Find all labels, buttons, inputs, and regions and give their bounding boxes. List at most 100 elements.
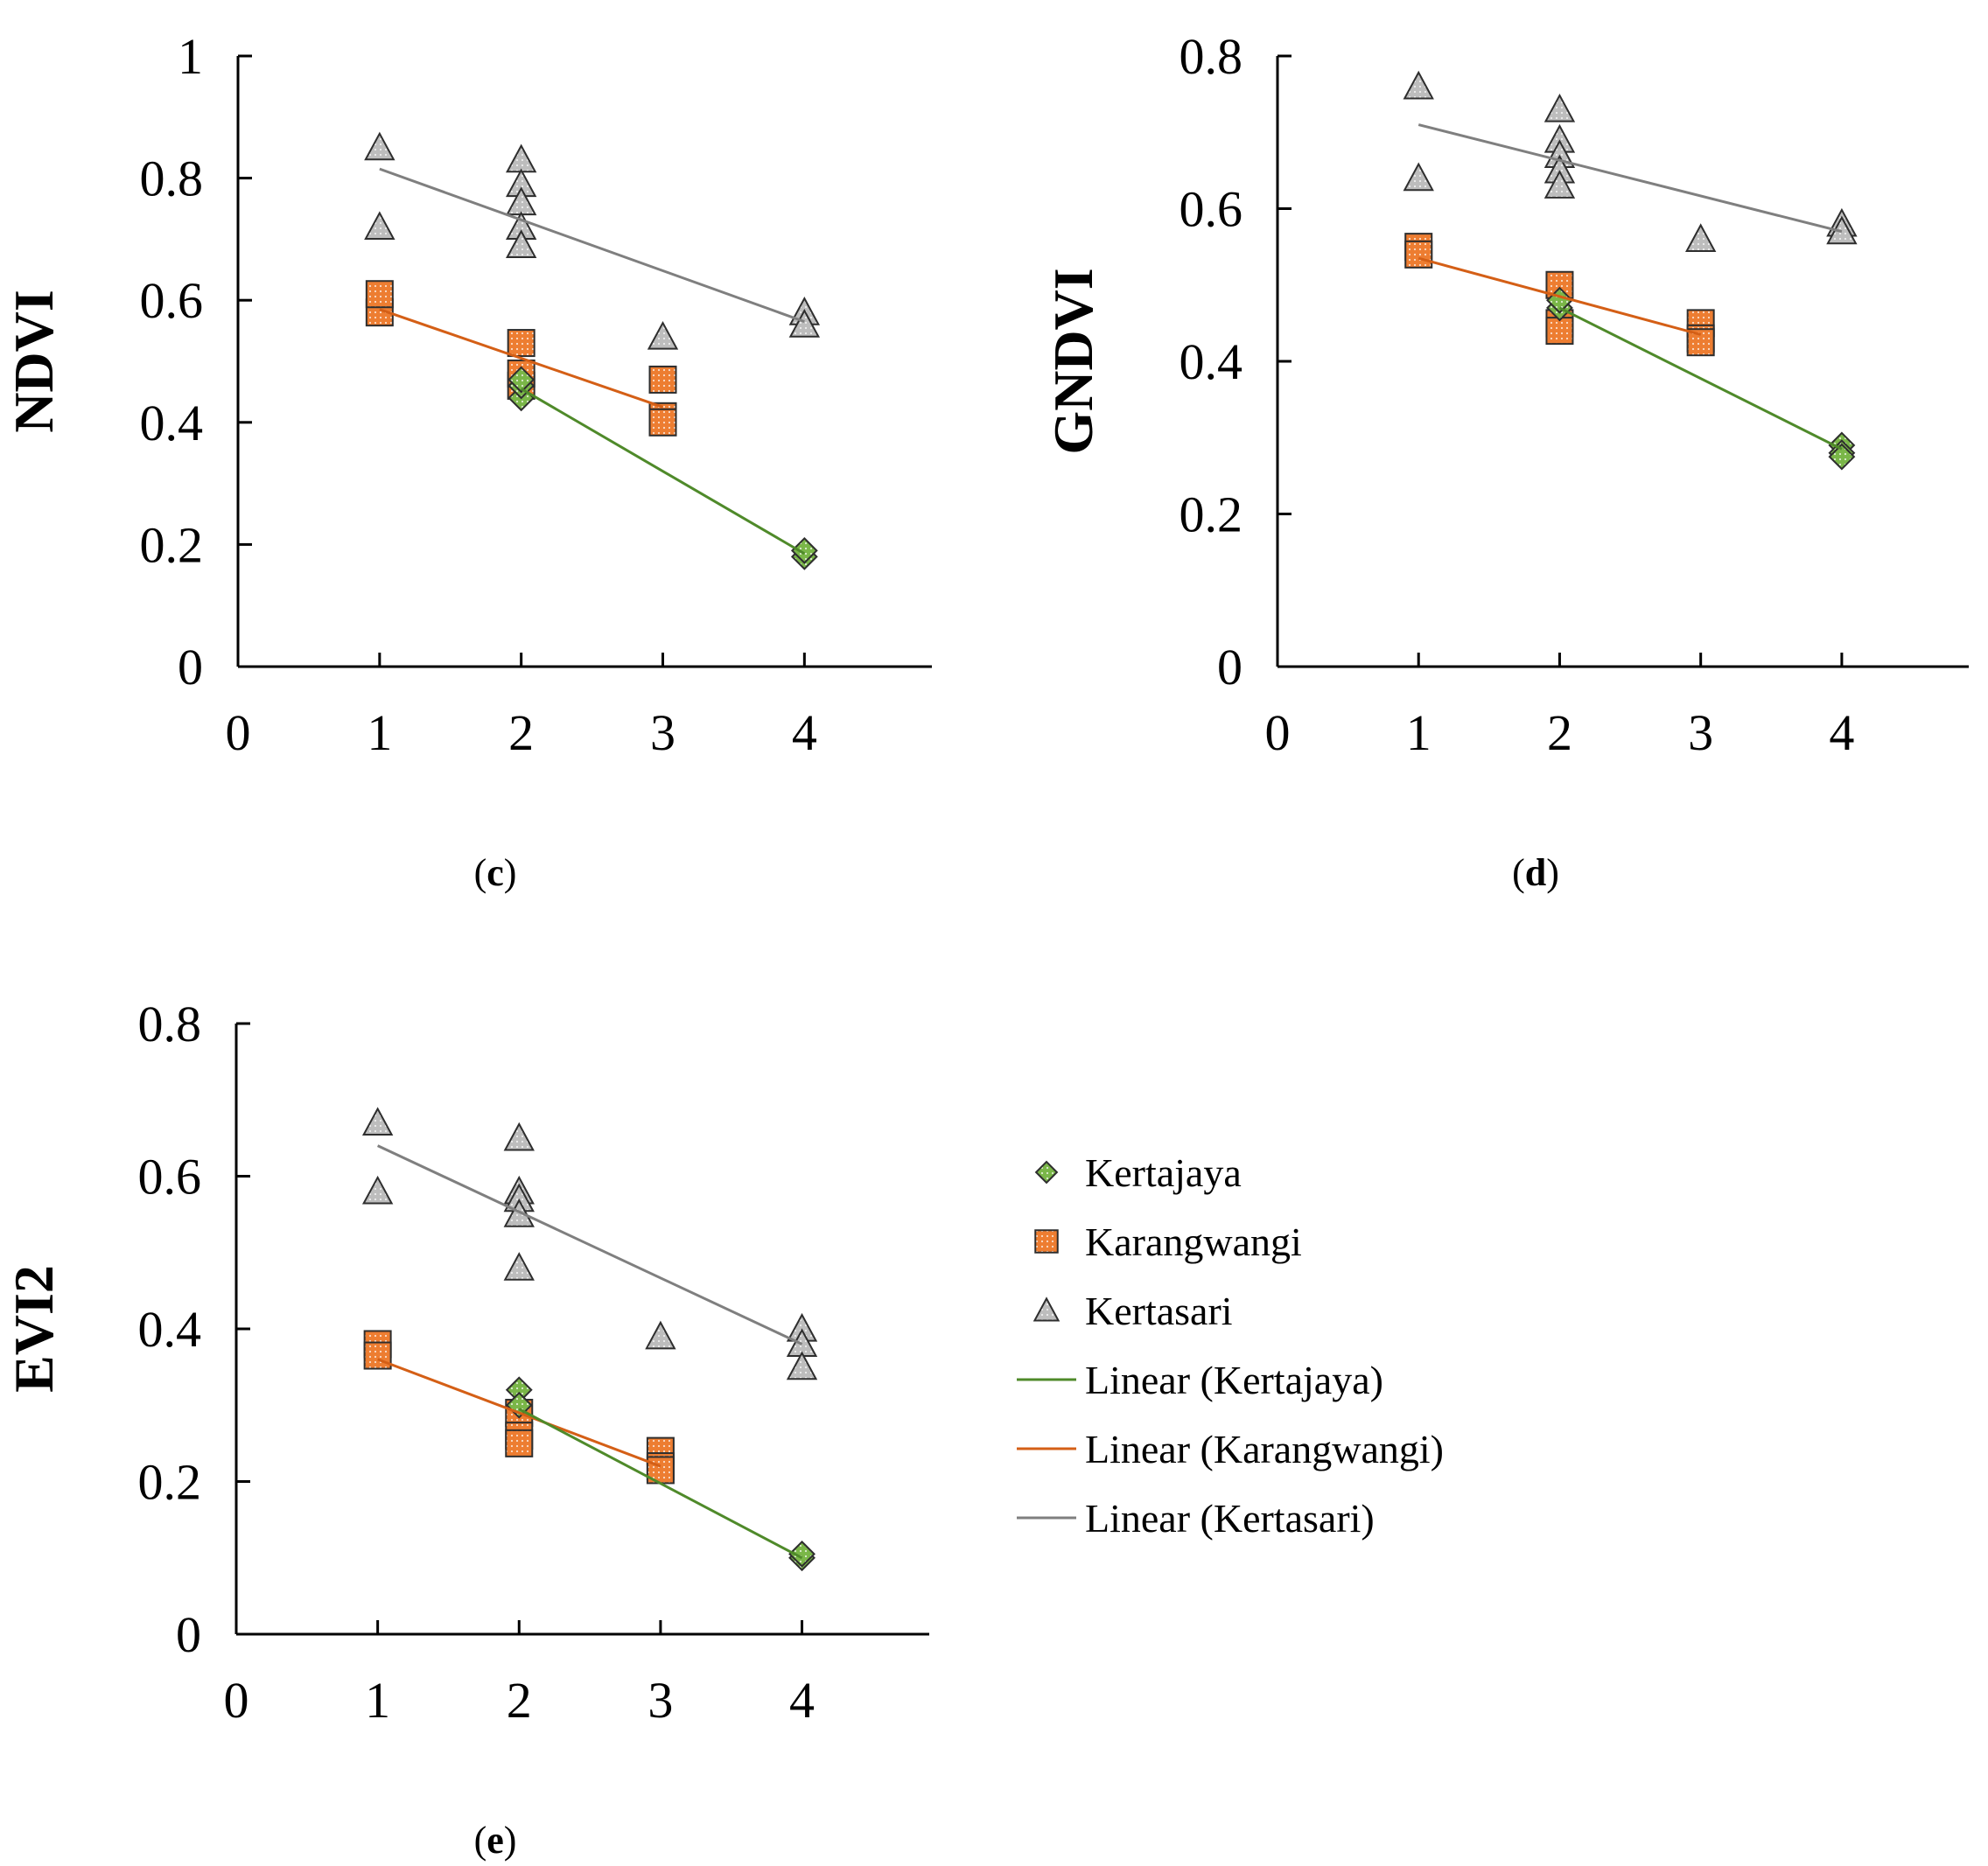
caption-close: )	[504, 851, 517, 894]
panel-caption: (e)	[474, 1819, 517, 1862]
legend-label: Kertajaya	[1085, 1150, 1242, 1195]
x-tick-label: 1	[365, 1672, 390, 1729]
data-point-karangwangi	[648, 408, 677, 437]
x-tick-label: 2	[508, 704, 534, 761]
x-tick-label: 1	[1406, 704, 1432, 761]
data-point-kertasari	[786, 1351, 818, 1380]
data-point-kertasari	[505, 143, 537, 173]
trendline-karangwangi	[379, 308, 663, 409]
data-point-kertasari	[503, 1199, 535, 1227]
data-point-kertajaya	[508, 366, 536, 394]
x-tick-label: 2	[507, 1672, 532, 1729]
legend-label: Karangwangi	[1085, 1220, 1302, 1264]
data-point-kertasari	[1544, 93, 1576, 122]
legend-label: Linear (Kertasari)	[1085, 1496, 1375, 1541]
data-point-kertajaya	[1828, 443, 1856, 471]
x-tick-label: 0	[224, 1672, 249, 1729]
legend-item-linear-karangwangi: Linear (Karangwangi)	[1017, 1427, 1444, 1471]
y-tick-label: 0.2	[138, 1454, 202, 1511]
caption-open: (	[474, 851, 487, 894]
data-point-karangwangi	[505, 1429, 534, 1457]
x-tick-label: 4	[792, 704, 817, 761]
data-point-karangwangi	[507, 329, 536, 358]
y-tick-label: 0.2	[140, 516, 204, 573]
caption-close: )	[504, 1819, 517, 1862]
y-tick-label: 0.6	[1180, 181, 1243, 238]
y-tick-label: 0	[176, 1606, 201, 1663]
data-point-kertasari	[361, 1107, 394, 1136]
y-tick-label: 0	[178, 639, 203, 695]
data-point-kertasari	[788, 309, 821, 338]
data-point-kertasari	[1684, 223, 1717, 252]
y-tick-label: 0.4	[1180, 333, 1243, 390]
trendline-kertasari	[379, 167, 805, 324]
data-point-kertajaya	[790, 536, 818, 564]
x-tick-label: 0	[1265, 704, 1291, 761]
y-tick-label: 0.4	[138, 1301, 202, 1358]
data-point-kertasari	[364, 211, 396, 241]
y-tick-label: 1	[178, 28, 203, 85]
data-point-kertajaya	[788, 1540, 816, 1568]
caption-close: )	[1546, 851, 1559, 894]
data-point-kertasari	[361, 1175, 394, 1205]
square-icon	[1034, 1229, 1059, 1254]
data-point-kertasari	[1403, 162, 1434, 192]
x-tick-label: 1	[367, 704, 392, 761]
trendline-kertasari	[1418, 123, 1843, 234]
caption-open: (	[1512, 851, 1525, 894]
data-point-kertasari	[503, 1122, 535, 1151]
y-tick-label: 0	[1217, 639, 1242, 695]
y-tick-label: 0.6	[138, 1149, 202, 1206]
data-point-karangwangi	[363, 1341, 392, 1370]
series-kertajaya	[505, 1376, 816, 1572]
panel-caption: (c)	[474, 851, 517, 894]
series-kertasari	[361, 1107, 818, 1380]
series-kertajaya	[1546, 286, 1856, 471]
trendline-karangwangi	[1418, 256, 1702, 336]
panel-caption: (d)	[1512, 851, 1559, 894]
legend-item-linear-kertasari: Linear (Kertasari)	[1017, 1496, 1375, 1541]
y-tick-label: 0.4	[140, 395, 204, 451]
legend-label: Linear (Karangwangi)	[1085, 1427, 1444, 1471]
caption-open: (	[474, 1819, 487, 1862]
trendline-karangwangi	[377, 1358, 662, 1468]
data-point-kertasari	[364, 131, 396, 161]
legend-label: Linear (Kertajaya)	[1085, 1358, 1383, 1402]
x-tick-label: 3	[648, 1672, 673, 1729]
x-tick-label: 4	[789, 1672, 815, 1729]
legend: Kertajaya Karangwangi Kertasari Linear (Ker…	[1017, 1150, 1444, 1541]
y-axis-title: GNDVI	[1042, 268, 1104, 454]
x-tick-label: 3	[650, 704, 676, 761]
caption-letter: d	[1525, 851, 1546, 894]
x-tick-label: 2	[1547, 704, 1572, 761]
data-point-kertasari	[645, 1320, 676, 1350]
triangle-icon	[1032, 1296, 1060, 1322]
x-tick-label: 4	[1829, 704, 1854, 761]
data-point-karangwangi	[1545, 317, 1574, 346]
diamond-icon	[1034, 1160, 1059, 1185]
y-tick-label: 0.8	[138, 996, 202, 1052]
legend-item-kertajaya: Kertajaya	[1034, 1150, 1242, 1195]
y-tick-label: 0.8	[1180, 28, 1243, 85]
legend-label: Kertasari	[1085, 1289, 1233, 1333]
y-axis-title: NDVI	[3, 290, 65, 433]
caption-letter: e	[486, 1819, 504, 1862]
series-kertasari	[364, 131, 821, 350]
series-kertajaya	[508, 366, 818, 570]
x-tick-label: 3	[1688, 704, 1713, 761]
legend-item-kertasari: Kertasari	[1032, 1289, 1233, 1333]
legend-item-linear-kertajaya: Linear (Kertajaya)	[1017, 1358, 1383, 1402]
data-point-kertasari	[1403, 70, 1434, 100]
trendline-kertajaya	[518, 1408, 803, 1560]
trendline-kertajaya	[1558, 306, 1843, 451]
chart-panel-c: 0 0.2 0.4 0.6 0.8 1 0 1 2 3 4 NDVI (c)	[3, 28, 932, 894]
data-point-karangwangi	[648, 365, 677, 394]
caption-letter: c	[486, 851, 504, 894]
data-point-kertasari	[647, 320, 679, 350]
data-point-kertasari	[1544, 170, 1576, 199]
data-point-kertasari	[505, 229, 537, 258]
series-kertasari	[1403, 70, 1858, 252]
y-axis-title: EVI2	[3, 1265, 65, 1393]
chart-panel-d: 0 0.2 0.4 0.6 0.8 0 1 2 3 4 GNDVI (d)	[1042, 28, 1969, 894]
